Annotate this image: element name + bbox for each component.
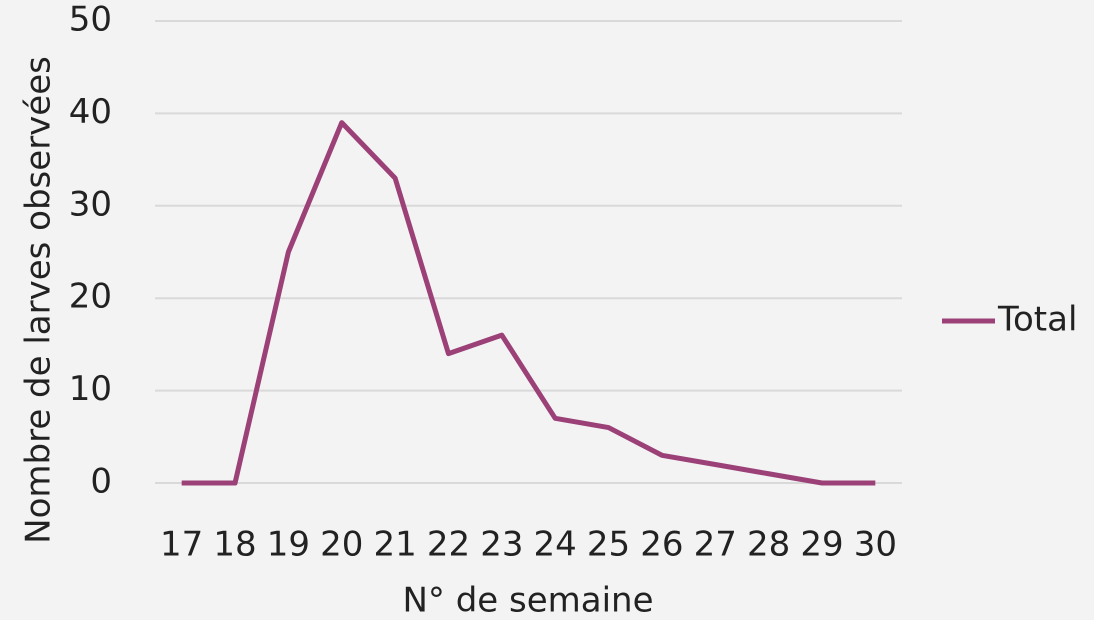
x-tick-label: 20 — [320, 525, 363, 565]
x-tick-label: 28 — [747, 525, 790, 565]
y-tick-label: 30 — [69, 184, 112, 224]
x-tick-label: 27 — [694, 525, 737, 565]
legend-label: Total — [997, 300, 1077, 340]
y-tick-label: 20 — [69, 277, 112, 317]
x-tick-label: 21 — [373, 525, 416, 565]
x-tick-label: 23 — [480, 525, 523, 565]
x-tick-label: 22 — [427, 525, 470, 565]
x-axis-label: N° de semaine — [402, 581, 653, 620]
x-tick-label: 26 — [640, 525, 683, 565]
x-tick-label: 17 — [160, 525, 203, 565]
series-line — [181, 120, 876, 486]
y-axis-label: Nombre de larves observées — [19, 56, 59, 544]
y-tick-label: 50 — [69, 0, 112, 40]
y-tick-label: 40 — [69, 92, 112, 132]
x-tick-label: 29 — [800, 525, 843, 565]
x-tick-label: 18 — [213, 525, 256, 565]
x-tick-label: 24 — [534, 525, 577, 565]
y-tick-label: 0 — [90, 462, 112, 502]
x-tick-label: 30 — [854, 525, 897, 565]
y-tick-label: 10 — [69, 369, 112, 409]
x-tick-label: 19 — [267, 525, 310, 565]
x-tick-label: 25 — [587, 525, 630, 565]
